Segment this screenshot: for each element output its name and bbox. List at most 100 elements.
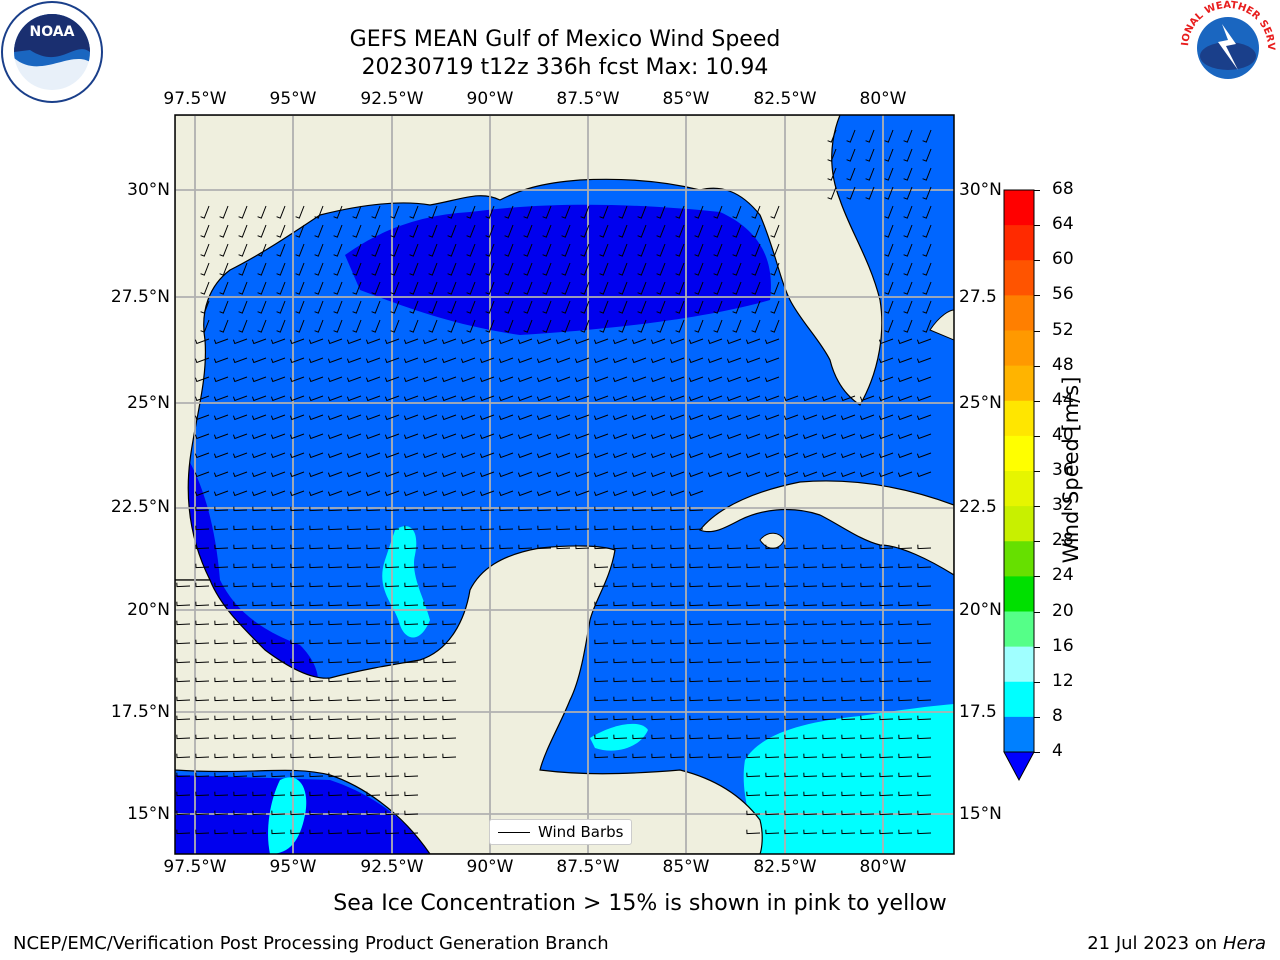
wind-barb <box>517 338 533 345</box>
wind-barb <box>347 829 362 835</box>
wind-barb <box>917 715 932 721</box>
wind-barb <box>366 582 381 588</box>
wind-barb <box>599 224 609 238</box>
wind-barb <box>289 376 305 383</box>
wind-barb <box>689 715 704 721</box>
wind-barb <box>632 734 647 740</box>
wind-barb <box>632 696 647 702</box>
colorbar-segment <box>1004 541 1034 577</box>
footer-date: 21 Jul 2023 on Hera <box>1087 933 1266 954</box>
wind-barb <box>613 506 628 512</box>
wind-barb <box>366 791 381 797</box>
wind-barb <box>195 715 210 721</box>
wind-barb <box>403 471 419 478</box>
wind-barb <box>442 658 457 664</box>
wind-barb <box>631 471 647 478</box>
lon-label-top: 87.5°W <box>556 89 620 109</box>
wind-barb <box>650 338 666 345</box>
wind-barb <box>803 734 818 740</box>
wind-barb <box>707 414 723 421</box>
wind-barb <box>841 658 856 664</box>
wind-barb <box>384 376 400 383</box>
wind-barb <box>841 791 856 797</box>
wind-barb <box>841 620 856 626</box>
wind-barb <box>498 376 514 383</box>
wind-barb <box>485 281 495 295</box>
wind-barb <box>879 829 894 835</box>
us-landmass <box>175 115 883 581</box>
wind-barb <box>479 338 495 345</box>
wind-barb <box>309 772 324 778</box>
wind-barb <box>422 376 438 383</box>
wind-barb <box>504 319 514 333</box>
wind-barb <box>840 471 856 478</box>
wind-barb <box>632 544 647 550</box>
wind-barb <box>195 639 210 645</box>
wind-barb <box>214 544 229 550</box>
wind-barb <box>270 471 286 478</box>
wind-barb <box>290 658 305 664</box>
wind-barb <box>593 471 609 478</box>
wind-barb <box>504 224 514 238</box>
wind-barb <box>784 639 799 645</box>
wind-barb <box>366 715 381 721</box>
wind-barb <box>328 582 343 588</box>
colorbar-segment <box>1004 646 1034 683</box>
wind-barb <box>884 262 894 276</box>
wind-barb <box>290 810 305 816</box>
wind-barb <box>347 620 362 626</box>
wind-barb <box>651 525 666 531</box>
map-title-line1: GEFS MEAN Gulf of Mexico Wind Speed <box>349 27 781 52</box>
wind-barb <box>441 338 457 345</box>
wind-barb <box>308 490 324 497</box>
wind-barb <box>708 696 723 702</box>
lon-label-top: 97.5°W <box>163 89 227 109</box>
wind-barb <box>860 734 875 740</box>
wind-barb <box>441 490 457 497</box>
wind-barb <box>214 791 229 797</box>
bahamas-landmass <box>929 309 954 341</box>
wind-barb <box>803 563 818 569</box>
wind-barb <box>903 300 913 314</box>
wind-barb <box>194 395 210 402</box>
wind-barb <box>366 525 381 531</box>
wind-barb <box>441 376 457 383</box>
wind-barb <box>384 357 400 364</box>
wind-barb <box>713 319 723 333</box>
wind-barb <box>308 357 324 364</box>
wind-barb <box>879 677 894 683</box>
wind-barb <box>308 452 324 459</box>
wind-barb <box>271 829 286 835</box>
wind-barb <box>347 658 362 664</box>
wind-barb <box>631 357 647 364</box>
wind-barb <box>460 338 476 345</box>
wind-barb <box>328 601 343 607</box>
wind-barb <box>898 544 913 550</box>
wind-barb <box>884 129 894 143</box>
colorbar-tick-mark <box>1034 435 1040 437</box>
wind-barb <box>346 490 362 497</box>
colorbar-segment <box>1004 190 1034 226</box>
wind-barb <box>270 433 286 440</box>
wind-barb <box>594 677 609 683</box>
wind-barb <box>593 414 609 421</box>
wind-barb <box>384 433 400 440</box>
wind-barb <box>200 281 210 295</box>
footer-machine: Hera <box>1222 933 1266 954</box>
wind-barb <box>403 490 419 497</box>
wind-barb <box>290 734 305 740</box>
wind-barb <box>276 243 286 257</box>
wind-barb <box>270 452 286 459</box>
colorbar-segment <box>1004 716 1034 753</box>
wind-barb <box>195 810 210 816</box>
wind-barb <box>575 506 590 512</box>
lon-label-bottom: 87.5°W <box>556 857 620 877</box>
wind-barb <box>233 677 248 683</box>
wind-barb <box>631 376 647 383</box>
wind-barb <box>651 696 666 702</box>
wind-barb <box>366 563 381 569</box>
wind-barb <box>352 243 362 257</box>
wind-barb <box>922 186 932 200</box>
wind-barb <box>213 414 229 421</box>
wind-barb <box>295 243 305 257</box>
